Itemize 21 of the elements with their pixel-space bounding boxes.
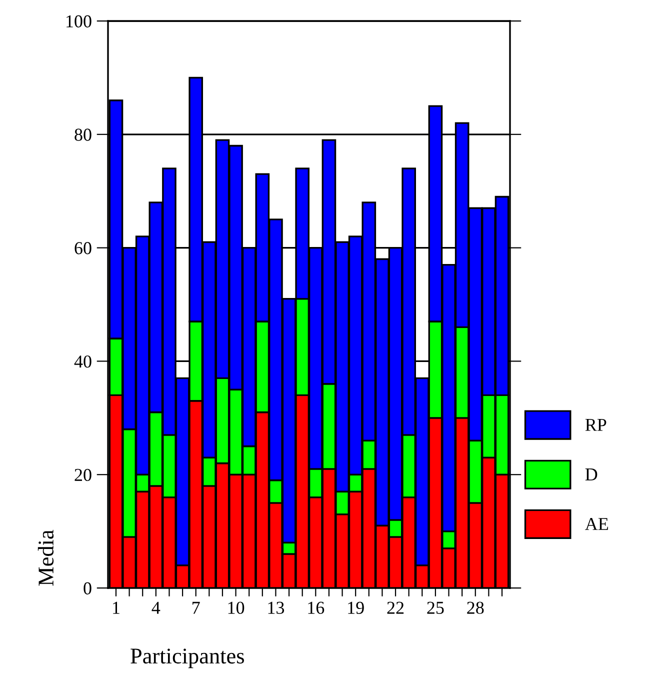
y-tick-label: 20	[74, 468, 92, 482]
x-tick-label: 1	[113, 602, 120, 614]
x-tick-label: 28	[467, 602, 484, 614]
legend-label: RP	[585, 418, 606, 431]
y-tick-label: 60	[74, 242, 92, 254]
y-tick-label: 0	[84, 582, 92, 594]
y-tick-label: 40	[74, 355, 92, 368]
x-tick-label: 4	[152, 602, 160, 614]
x-tick-label: 13	[268, 602, 284, 614]
legend-label: AE	[585, 518, 608, 530]
x-tick-label: 19	[348, 602, 364, 614]
x-tick-label: 25	[427, 602, 444, 614]
x-tick-label: 22	[387, 602, 404, 614]
y-tick-label: 80	[74, 128, 92, 141]
x-tick-label: 10	[228, 602, 244, 614]
legend-label: D	[585, 468, 598, 480]
x-axis-title: Participantes	[130, 648, 244, 668]
y-axis-title: Media	[38, 530, 54, 586]
y-tick-label: 100	[66, 15, 92, 28]
x-tick-label: 7	[192, 602, 200, 614]
x-tick-label: 16	[308, 602, 324, 614]
